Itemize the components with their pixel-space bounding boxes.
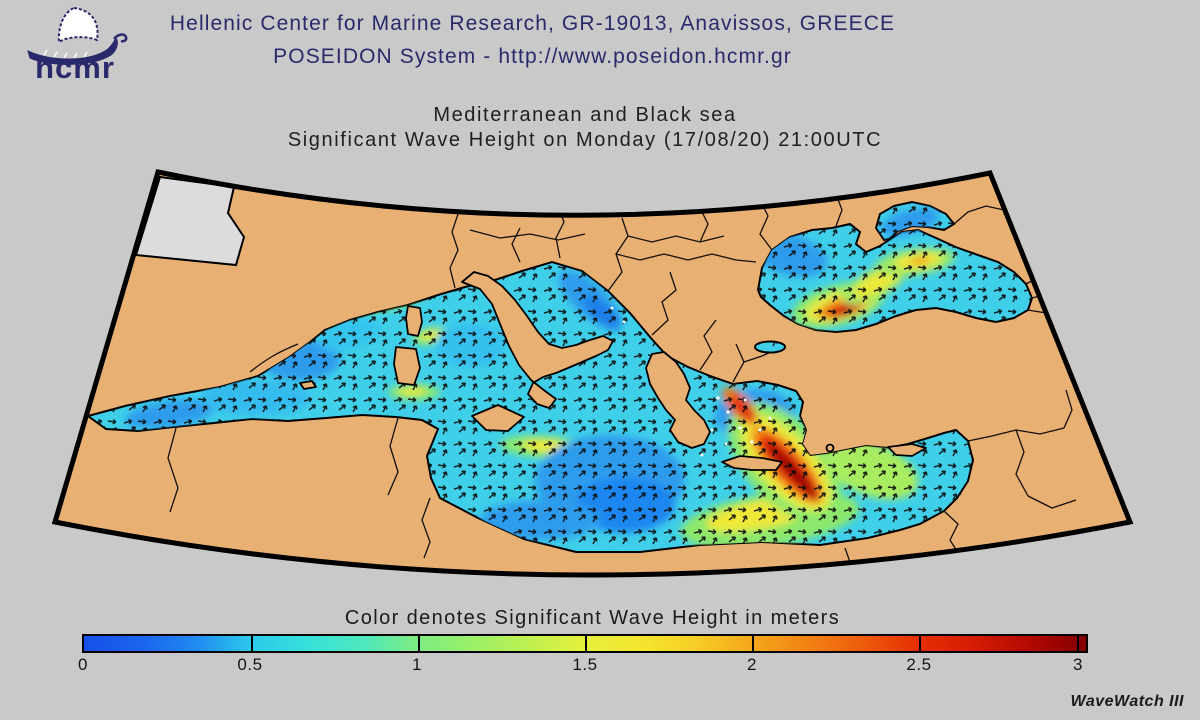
sicily-island xyxy=(471,404,525,432)
italy-peninsula xyxy=(461,271,614,409)
model-credit: WaveWatch III xyxy=(1070,693,1184,710)
map-title-line-2: Significant Wave Height on Monday (17/08… xyxy=(287,129,883,151)
balearic-islands xyxy=(299,380,317,390)
header-line-1: Hellenic Center for Marine Research, GR-… xyxy=(169,12,896,35)
crete-island xyxy=(721,455,783,471)
colorbar-tick-0: 0 xyxy=(78,655,88,674)
colorbar-divider xyxy=(251,636,253,651)
legend-caption: Color denotes Significant Wave Height in… xyxy=(344,607,841,629)
hcmr-logo: hcmr xyxy=(14,5,136,81)
map-title-line-1: Mediterranean and Black sea xyxy=(433,104,737,126)
map-border xyxy=(51,169,1134,578)
sardinia-island xyxy=(393,346,421,386)
ship-oars xyxy=(43,49,88,59)
colorbar-tick-3: 3 xyxy=(1073,655,1083,674)
colorbar-divider xyxy=(418,636,420,651)
colorbar-tick-0-5: 0.5 xyxy=(237,655,263,674)
ship-stern-curl xyxy=(113,33,128,43)
colorbar-divider xyxy=(1077,636,1079,651)
ship-sail xyxy=(57,6,99,44)
corsica-island xyxy=(405,305,423,337)
rhodes-island xyxy=(825,443,835,453)
colorbar-tick-1: 1 xyxy=(412,655,422,674)
colorbar-divider xyxy=(585,636,587,651)
colorbar-tick-2-5: 2.5 xyxy=(906,655,932,674)
header-line-2: POSEIDON System - http://www.poseidon.hc… xyxy=(273,45,792,68)
cyprus-island xyxy=(887,443,927,457)
colorbar xyxy=(82,634,1088,653)
greece-peninsula xyxy=(645,351,711,449)
colorbar-divider xyxy=(752,636,754,651)
peninsulas-and-islands xyxy=(299,271,927,471)
colorbar-tick-2: 2 xyxy=(747,655,757,674)
logo-text: hcmr xyxy=(35,50,115,81)
colorbar-tick-1-5: 1.5 xyxy=(572,655,598,674)
colorbar-divider xyxy=(919,636,921,651)
aegean-island-speckles xyxy=(610,306,772,457)
ancient-ship-icon: hcmr xyxy=(27,6,128,81)
